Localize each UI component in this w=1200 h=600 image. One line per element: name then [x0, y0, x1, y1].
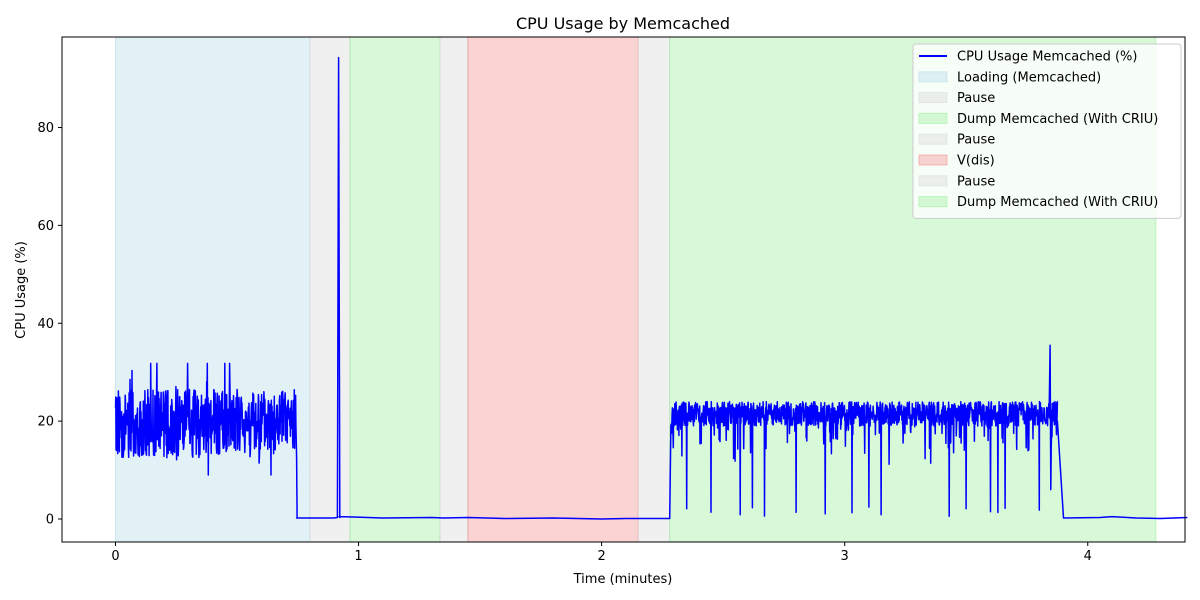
chart-title: CPU Usage by Memcached [516, 14, 730, 33]
y-tick-label-0: 0 [46, 513, 54, 528]
legend-label-3: Dump Memcached (With CRIU) [957, 112, 1158, 127]
x-axis-label: Time (minutes) [573, 572, 673, 587]
legend-swatch-5 [918, 154, 948, 166]
legend-swatch-1 [918, 71, 948, 83]
y-tick-label-1: 20 [37, 415, 54, 430]
phase-band-2 [349, 36, 441, 543]
y-tick-label-3: 60 [37, 219, 54, 234]
legend-label-1: Loading (Memcached) [957, 70, 1101, 85]
y-tick-label-2: 40 [37, 317, 54, 332]
legend-label-4: Pause [957, 133, 995, 148]
phase-band-0 [114, 36, 311, 543]
legend-swatch-2 [918, 92, 948, 104]
legend: CPU Usage Memcached (%) Loading (Memcache… [912, 43, 1182, 219]
series-line-layer [114, 56, 1188, 520]
x-tick-label-2: 2 [597, 549, 605, 564]
x-tick-label-1: 1 [354, 549, 362, 564]
x-tick-label-3: 3 [841, 549, 849, 564]
y-tick-label-4: 80 [37, 121, 54, 136]
x-tick-label-0: 0 [111, 549, 119, 564]
y-axis-ticks: 0 20 40 60 80 [37, 121, 62, 528]
legend-label-7: Dump Memcached (With CRIU) [957, 195, 1158, 210]
legend-label-6: Pause [957, 174, 995, 189]
phase-band-3 [439, 36, 469, 543]
series-line-cpu-usage [114, 56, 1188, 520]
legend-label-5: V(dis) [957, 154, 995, 169]
legend-label-2: Pause [957, 91, 995, 106]
y-axis-label: CPU Usage (%) [14, 241, 29, 339]
legend-swatch-3 [918, 112, 948, 124]
legend-label-0: CPU Usage Memcached (%) [957, 50, 1137, 65]
plot-frame [61, 36, 1186, 543]
x-axis-ticks: 0 1 2 3 4 [111, 542, 1092, 564]
phase-band-5 [637, 36, 671, 543]
legend-swatch-6 [918, 175, 948, 187]
legend-swatch-4 [918, 133, 948, 145]
phase-band-4 [467, 36, 639, 543]
legend-box [912, 43, 1182, 219]
phase-band-1 [309, 36, 351, 543]
x-tick-label-4: 4 [1084, 549, 1092, 564]
legend-swatch-7 [918, 196, 948, 208]
